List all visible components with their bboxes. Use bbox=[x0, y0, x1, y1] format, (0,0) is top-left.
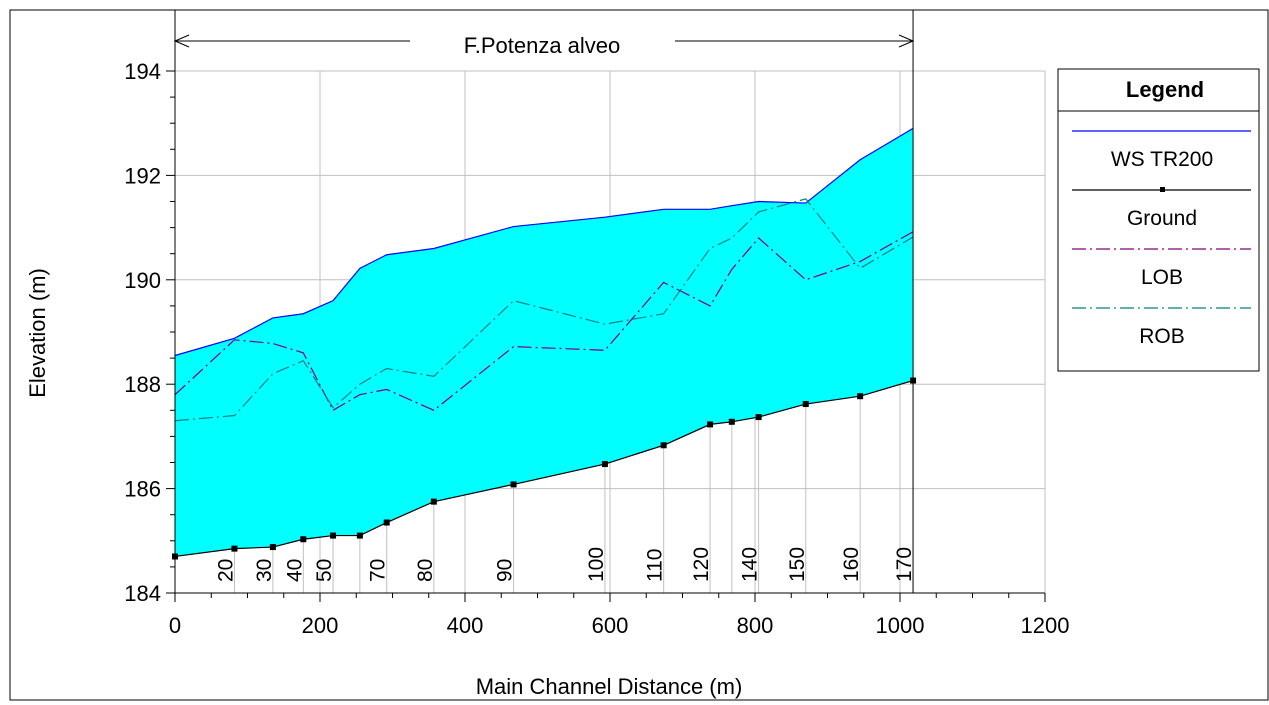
ground-point bbox=[430, 498, 437, 505]
ground-point bbox=[728, 418, 735, 425]
station-label: 20 bbox=[214, 559, 237, 582]
legend-label-lob: LOB bbox=[1141, 266, 1183, 289]
station-label: 40 bbox=[283, 559, 306, 582]
station-label: 150 bbox=[786, 547, 809, 582]
x-tick-label: 800 bbox=[737, 613, 774, 638]
station-label: 30 bbox=[253, 559, 276, 582]
ground-point bbox=[383, 519, 390, 526]
reach-arrowhead-right bbox=[898, 34, 915, 48]
station-label: 140 bbox=[739, 547, 762, 582]
y-axis-title: Elevation (m) bbox=[25, 268, 50, 398]
y-tick-label: 186 bbox=[124, 477, 161, 502]
legend-label-ws-tr200: WS TR200 bbox=[1111, 148, 1213, 171]
x-axis-title: Main Channel Distance (m) bbox=[476, 674, 743, 699]
station-label: 100 bbox=[585, 547, 608, 582]
legend-box bbox=[1057, 68, 1260, 372]
x-tick-label: 600 bbox=[592, 613, 629, 638]
y-tick-label: 184 bbox=[124, 581, 161, 606]
x-tick-label: 400 bbox=[447, 613, 484, 638]
legend: Legend WS TR200 Ground LOB ROB bbox=[1057, 68, 1260, 372]
ground-point bbox=[269, 544, 276, 551]
ground-point bbox=[601, 461, 608, 468]
axes: 0 200 400 600 800 1000 1200 184 186 188 190 192 194 bbox=[124, 10, 1069, 638]
station-label: 90 bbox=[494, 559, 517, 582]
x-tick-label: 1200 bbox=[1021, 613, 1070, 638]
lob-line bbox=[174, 231, 914, 412]
ground-point bbox=[356, 532, 363, 539]
series-lines bbox=[172, 127, 917, 560]
ground-point bbox=[857, 393, 864, 400]
station-label: 70 bbox=[367, 559, 390, 582]
legend-marker-ground bbox=[1160, 187, 1165, 192]
legend-label-ground: Ground bbox=[1127, 207, 1197, 230]
ws-tr200-line bbox=[174, 127, 914, 357]
water-surface-fill bbox=[175, 128, 914, 557]
ground-point bbox=[510, 481, 517, 488]
ground-point bbox=[755, 414, 762, 421]
legend-title: Legend bbox=[1126, 77, 1204, 102]
ground-point bbox=[707, 421, 714, 428]
legend-entries: WS TR200 Ground LOB ROB bbox=[1072, 130, 1251, 348]
ground-point bbox=[300, 536, 307, 543]
station-label: 160 bbox=[840, 547, 863, 582]
ground-point bbox=[802, 401, 809, 408]
station-label: 50 bbox=[313, 559, 336, 582]
y-tick-label: 192 bbox=[124, 163, 161, 188]
x-tick-label: 0 bbox=[169, 613, 181, 638]
station-label: 170 bbox=[893, 547, 916, 582]
reach-arrowhead-left bbox=[173, 34, 190, 48]
water-area bbox=[175, 128, 914, 557]
station-label: 110 bbox=[644, 549, 667, 582]
reach-label: F.Potenza alveo bbox=[464, 33, 621, 58]
y-tick-label: 190 bbox=[124, 268, 161, 293]
station-label: 120 bbox=[690, 547, 713, 582]
ground-point bbox=[231, 545, 238, 552]
x-tick-label: 200 bbox=[302, 613, 339, 638]
y-tick-label: 188 bbox=[124, 372, 161, 397]
reach-band: F.Potenza alveo bbox=[173, 10, 915, 593]
station-markers: 20 30 40 50 70 80 90 100 110 120 140 150 160 170 bbox=[174, 380, 916, 593]
rob-line bbox=[174, 198, 914, 422]
ground-point bbox=[330, 532, 337, 539]
legend-label-rob: ROB bbox=[1139, 325, 1185, 348]
station-label: 80 bbox=[414, 559, 437, 582]
ground-point bbox=[660, 442, 667, 449]
y-tick-label: 194 bbox=[124, 59, 161, 84]
x-tick-label: 1000 bbox=[876, 613, 925, 638]
